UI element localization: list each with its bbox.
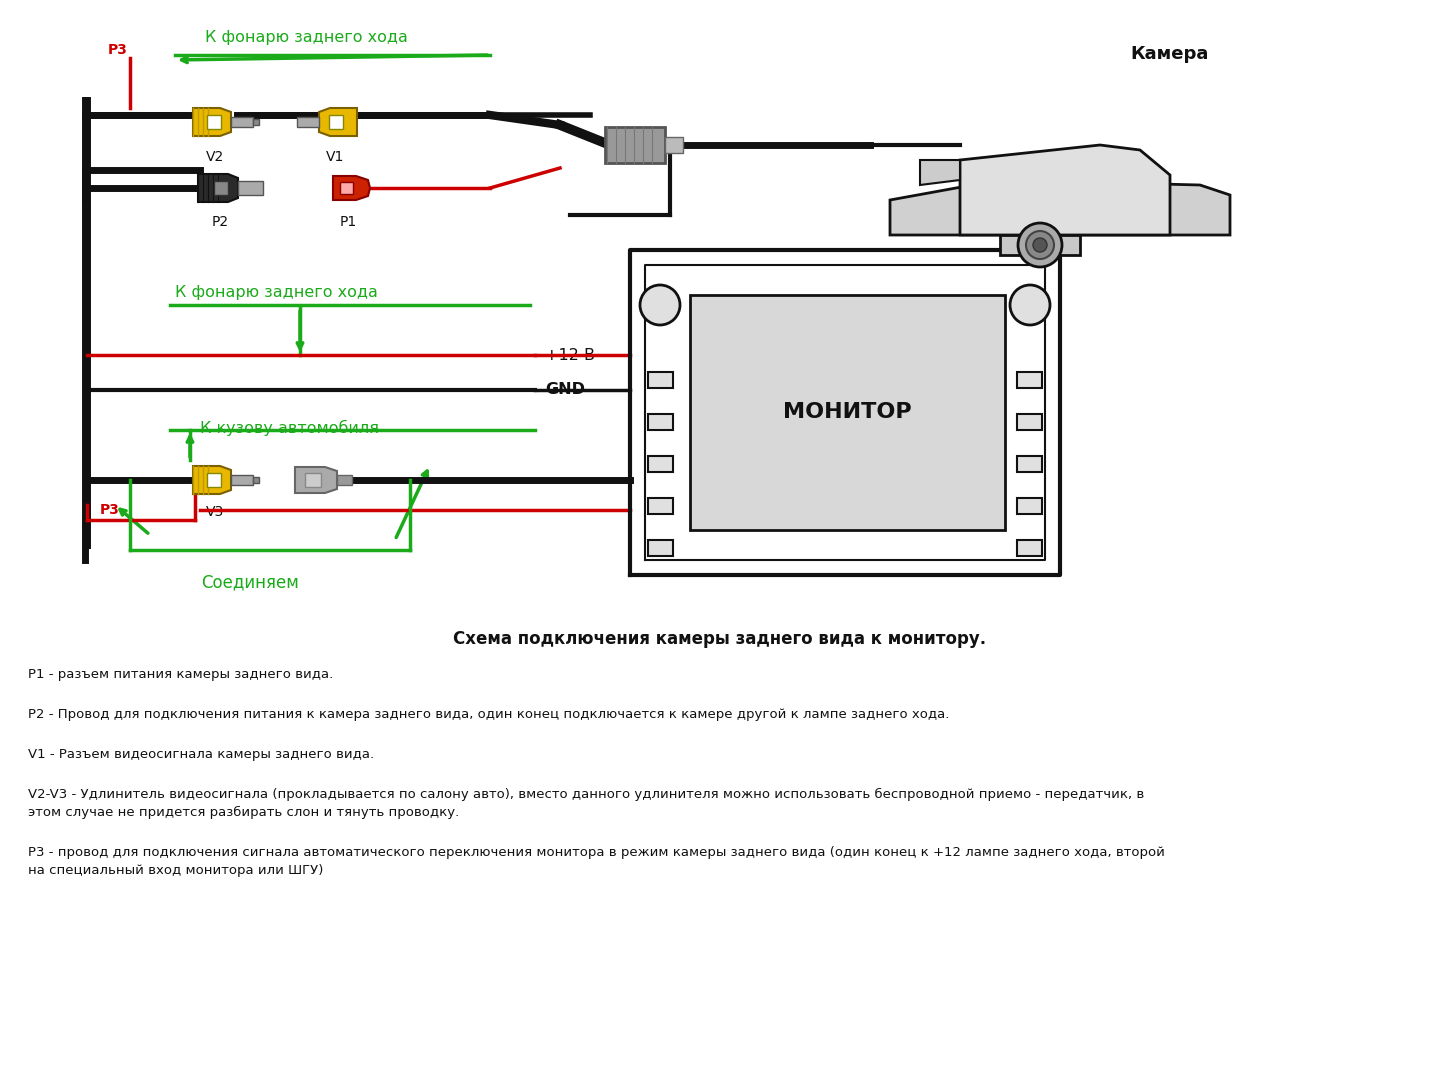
Text: МОНИТОР: МОНИТОР (783, 402, 912, 422)
Bar (238, 181, 264, 195)
Polygon shape (890, 180, 1230, 235)
Text: Камера: Камера (1130, 45, 1208, 63)
Bar (648, 456, 672, 472)
Bar (305, 473, 321, 487)
Bar (297, 117, 320, 126)
Text: К кузову автомобиля: К кузову автомобиля (200, 420, 379, 436)
Bar (1017, 540, 1043, 556)
Bar (207, 473, 220, 487)
Text: V2: V2 (206, 150, 225, 164)
Bar (1017, 498, 1043, 513)
Text: на специальный вход монитора или ШГУ): на специальный вход монитора или ШГУ) (27, 864, 324, 877)
Text: К фонарю заднего хода: К фонарю заднего хода (176, 285, 377, 300)
Text: GND: GND (544, 383, 585, 398)
Bar (230, 475, 253, 485)
Text: К фонарю заднего хода: К фонарю заднего хода (204, 30, 408, 45)
Bar (690, 295, 1005, 530)
Text: Соединяем: Соединяем (202, 574, 300, 591)
Bar (648, 414, 672, 430)
Bar (648, 372, 672, 388)
Polygon shape (960, 145, 1169, 235)
Text: V1 - Разъем видеосигнала камеры заднего вида.: V1 - Разъем видеосигнала камеры заднего … (27, 748, 374, 761)
Text: P1 - разъем питания камеры заднего вида.: P1 - разъем питания камеры заднего вида. (27, 668, 333, 681)
Text: P3: P3 (108, 43, 128, 57)
Bar (215, 181, 228, 195)
Polygon shape (193, 108, 230, 136)
Text: P1: P1 (340, 215, 357, 229)
Text: Р3 - провод для подключения сигнала автоматического переключения монитора в режи: Р3 - провод для подключения сигнала авто… (27, 846, 1165, 859)
Circle shape (1018, 223, 1063, 267)
Bar (1017, 372, 1043, 388)
Bar (1017, 414, 1043, 430)
Text: этом случае не придется разбирать слон и тянуть проводку.: этом случае не придется разбирать слон и… (27, 806, 459, 819)
Text: P3: P3 (99, 503, 120, 517)
Polygon shape (920, 160, 960, 185)
Polygon shape (193, 466, 230, 494)
Bar (648, 498, 672, 513)
Polygon shape (295, 467, 337, 493)
Bar (648, 540, 672, 556)
Bar (230, 117, 253, 126)
Circle shape (1009, 285, 1050, 325)
Polygon shape (320, 108, 357, 136)
Text: P2: P2 (212, 215, 229, 229)
Bar (337, 475, 351, 485)
Text: Схема подключения камеры заднего вида к монитору.: Схема подключения камеры заднего вида к … (454, 630, 986, 647)
Circle shape (1032, 238, 1047, 252)
Circle shape (639, 285, 680, 325)
Text: V2-V3 - Удлинитель видеосигнала (прокладывается по салону авто), вместо данного : V2-V3 - Удлинитель видеосигнала (проклад… (27, 788, 1145, 801)
Polygon shape (333, 176, 370, 200)
Text: +12 В: +12 В (544, 347, 595, 362)
Bar (605, 126, 665, 163)
Circle shape (1025, 230, 1054, 259)
Bar (340, 182, 353, 194)
Text: V1: V1 (325, 150, 344, 164)
Bar (207, 115, 220, 129)
Polygon shape (199, 174, 238, 202)
Text: V3: V3 (206, 505, 225, 519)
Text: P2 - Провод для подключения питания к камера заднего вида, один конец подключает: P2 - Провод для подключения питания к ка… (27, 708, 949, 721)
Bar (253, 477, 259, 483)
Bar (253, 119, 259, 125)
Bar (665, 137, 683, 153)
Bar (1017, 456, 1043, 472)
Bar (328, 115, 343, 129)
Polygon shape (999, 235, 1080, 255)
